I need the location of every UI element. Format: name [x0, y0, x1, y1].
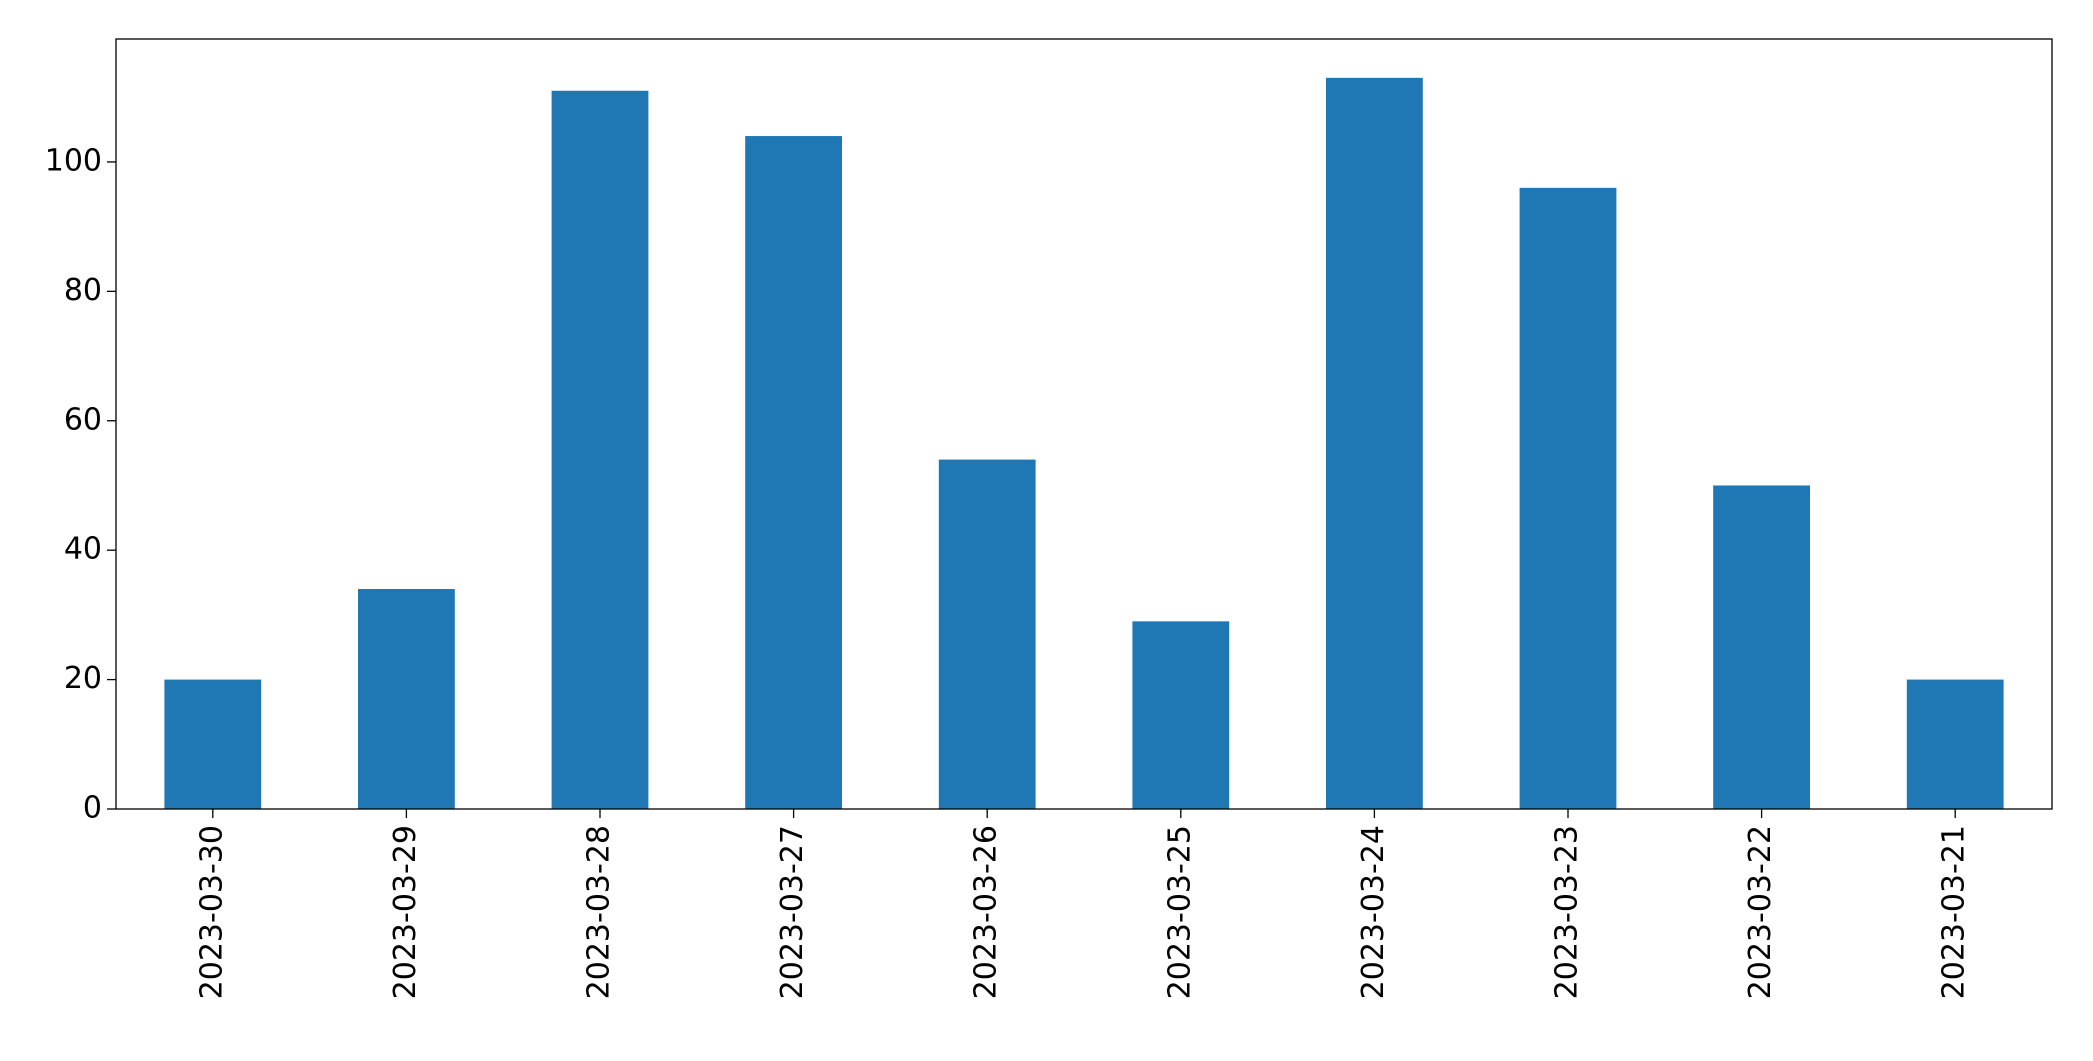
x-tick-label: 2023-03-28	[582, 825, 617, 999]
y-tick-label: 20	[64, 661, 102, 696]
bar	[1519, 187, 1617, 809]
bar	[551, 90, 649, 809]
x-tick-label: 2023-03-30	[194, 825, 229, 999]
x-tick-label: 2023-03-25	[1162, 825, 1197, 999]
bar	[745, 136, 842, 809]
x-tick-label: 2023-03-27	[775, 825, 810, 999]
bar	[1326, 77, 1423, 809]
x-tick-label: 2023-03-21	[1937, 825, 1972, 999]
x-tick-label: 2023-03-29	[388, 825, 423, 999]
bar	[1713, 485, 1810, 809]
bar	[358, 589, 455, 809]
y-tick-label: 0	[83, 791, 102, 826]
x-tick-label: 2023-03-24	[1356, 825, 1391, 999]
bar	[1906, 679, 2004, 809]
y-tick-label: 100	[45, 143, 102, 178]
bar	[164, 679, 262, 809]
x-tick-label: 2023-03-22	[1743, 825, 1778, 999]
y-tick-label: 40	[64, 532, 102, 567]
y-tick-label: 60	[64, 402, 102, 437]
plot-frame	[115, 38, 2053, 810]
bar	[938, 459, 1036, 809]
x-tick-label: 2023-03-26	[969, 825, 1004, 999]
x-tick-label: 2023-03-23	[1550, 825, 1585, 999]
bar	[1132, 621, 1230, 809]
y-tick-label: 80	[64, 273, 102, 308]
